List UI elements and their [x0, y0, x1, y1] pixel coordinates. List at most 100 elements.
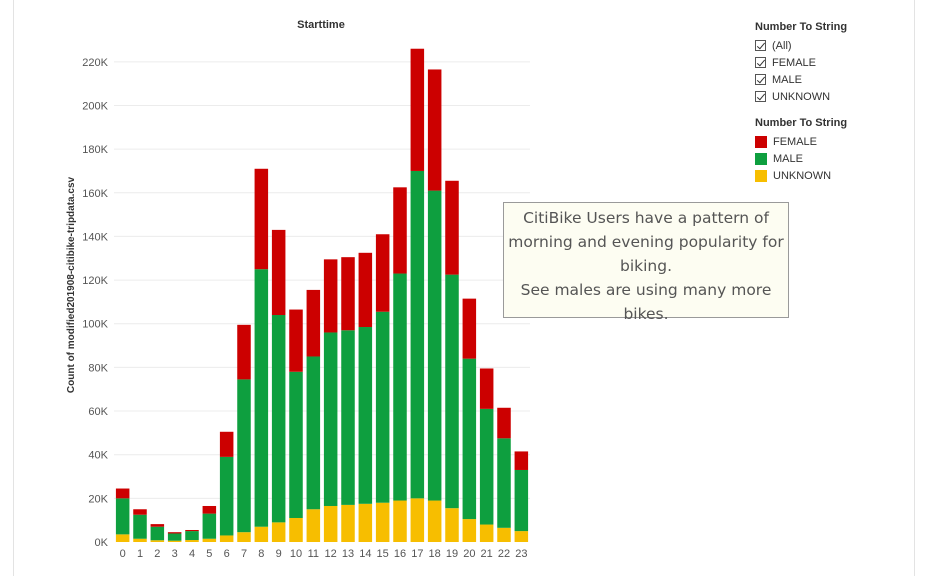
bar-unknown-5[interactable]: [202, 538, 217, 542]
legend-item-unknown[interactable]: UNKNOWN: [755, 167, 847, 184]
filter-item-unknown[interactable]: UNKNOWN: [755, 88, 847, 105]
bars[interactable]: [115, 48, 529, 542]
annotation-box: CitiBike Users have a pattern of morning…: [503, 202, 789, 323]
x-tick-label: 19: [446, 548, 458, 560]
bar-female-20[interactable]: [462, 298, 477, 359]
bar-male-21[interactable]: [479, 408, 494, 525]
bar-unknown-14[interactable]: [358, 503, 373, 542]
bar-unknown-10[interactable]: [289, 517, 303, 542]
bar-female-18[interactable]: [427, 69, 442, 191]
bar-unknown-15[interactable]: [375, 502, 390, 542]
bar-unknown-17[interactable]: [410, 498, 425, 542]
bar-male-6[interactable]: [219, 456, 234, 536]
bar-unknown-9[interactable]: [271, 522, 286, 542]
bar-female-2[interactable]: [150, 524, 165, 527]
bar-unknown-0[interactable]: [115, 534, 130, 542]
bar-female-10[interactable]: [289, 309, 303, 372]
bar-male-20[interactable]: [462, 358, 477, 520]
bar-unknown-20[interactable]: [462, 519, 477, 542]
bar-female-5[interactable]: [202, 505, 217, 514]
bar-unknown-19[interactable]: [445, 508, 459, 542]
bar-male-1[interactable]: [133, 514, 147, 539]
bar-unknown-7[interactable]: [237, 532, 251, 542]
bar-unknown-4[interactable]: [185, 540, 199, 542]
bar-male-18[interactable]: [427, 190, 442, 501]
y-axis-label: Count of modified201908-citibike-tripdat…: [66, 176, 77, 393]
checkbox-checked-icon[interactable]: [755, 91, 766, 102]
bar-unknown-2[interactable]: [150, 540, 165, 542]
bar-unknown-6[interactable]: [219, 535, 234, 542]
bar-female-1[interactable]: [133, 509, 147, 515]
bar-unknown-23[interactable]: [514, 531, 529, 542]
bar-unknown-11[interactable]: [306, 509, 321, 542]
bar-female-12[interactable]: [323, 259, 338, 333]
filter-item-label: MALE: [772, 73, 802, 86]
bar-unknown-18[interactable]: [427, 500, 442, 542]
legend-item-female[interactable]: FEMALE: [755, 133, 847, 150]
checkbox-checked-icon[interactable]: [755, 40, 766, 51]
bar-unknown-21[interactable]: [479, 524, 494, 542]
bar-female-8[interactable]: [254, 168, 269, 270]
bar-male-19[interactable]: [445, 274, 459, 509]
bar-male-12[interactable]: [323, 332, 338, 506]
bar-male-0[interactable]: [115, 498, 130, 535]
bar-male-16[interactable]: [393, 273, 407, 501]
bar-male-23[interactable]: [514, 469, 529, 532]
bar-male-11[interactable]: [306, 356, 321, 510]
bar-unknown-16[interactable]: [393, 500, 407, 542]
bar-unknown-22[interactable]: [497, 527, 511, 542]
bar-female-0[interactable]: [115, 488, 130, 499]
bar-female-16[interactable]: [393, 187, 407, 274]
bar-female-7[interactable]: [237, 324, 251, 380]
bar-male-4[interactable]: [185, 531, 199, 541]
bar-female-19[interactable]: [445, 180, 459, 275]
bar-female-21[interactable]: [479, 368, 494, 409]
x-tick-label: 8: [258, 548, 264, 560]
filter-item-label: FEMALE: [772, 56, 817, 69]
bar-female-22[interactable]: [497, 407, 511, 439]
bar-male-9[interactable]: [271, 315, 286, 523]
bar-male-3[interactable]: [167, 533, 182, 541]
bar-female-11[interactable]: [306, 289, 321, 357]
bar-male-13[interactable]: [341, 330, 355, 505]
bar-male-14[interactable]: [358, 327, 373, 504]
bar-female-23[interactable]: [514, 451, 529, 470]
bar-female-14[interactable]: [358, 252, 373, 328]
bar-male-5[interactable]: [202, 513, 217, 539]
bar-female-17[interactable]: [410, 48, 425, 171]
bar-unknown-13[interactable]: [341, 504, 355, 542]
bar-male-15[interactable]: [375, 311, 390, 503]
bar-unknown-8[interactable]: [254, 526, 269, 542]
bar-male-2[interactable]: [150, 526, 165, 541]
color-legend-title: Number To String: [755, 117, 848, 129]
filter-item-all[interactable]: (All): [755, 37, 847, 54]
legend-item-male[interactable]: MALE: [755, 150, 847, 167]
bar-female-6[interactable]: [219, 431, 234, 457]
bar-female-3[interactable]: [167, 532, 182, 534]
bar-male-17[interactable]: [410, 170, 425, 499]
x-tick-label: 10: [290, 548, 302, 560]
bar-female-4[interactable]: [185, 529, 199, 532]
y-tick-label: 0K: [95, 537, 109, 549]
bar-male-10[interactable]: [289, 371, 303, 518]
female-swatch: [755, 135, 767, 148]
bar-female-9[interactable]: [271, 229, 286, 316]
bar-male-8[interactable]: [254, 269, 269, 527]
bar-female-13[interactable]: [341, 257, 355, 331]
annotation-line: CitiBike Users have a pattern of: [523, 209, 769, 227]
bar-unknown-1[interactable]: [133, 538, 147, 542]
bar-male-7[interactable]: [237, 379, 251, 533]
bar-unknown-3[interactable]: [167, 540, 182, 542]
x-tick-label: 5: [206, 548, 212, 560]
annotation-line: bikes.: [623, 305, 669, 323]
bar-male-22[interactable]: [497, 438, 511, 528]
filter-item-female[interactable]: FEMALE: [755, 54, 847, 71]
x-tick-label: 6: [224, 548, 230, 560]
y-tick-label: 60K: [88, 406, 108, 418]
checkbox-checked-icon[interactable]: [755, 74, 766, 85]
bar-unknown-12[interactable]: [323, 505, 338, 542]
filter-item-male[interactable]: MALE: [755, 71, 847, 88]
bar-female-15[interactable]: [375, 234, 390, 312]
checkbox-checked-icon[interactable]: [755, 57, 766, 68]
